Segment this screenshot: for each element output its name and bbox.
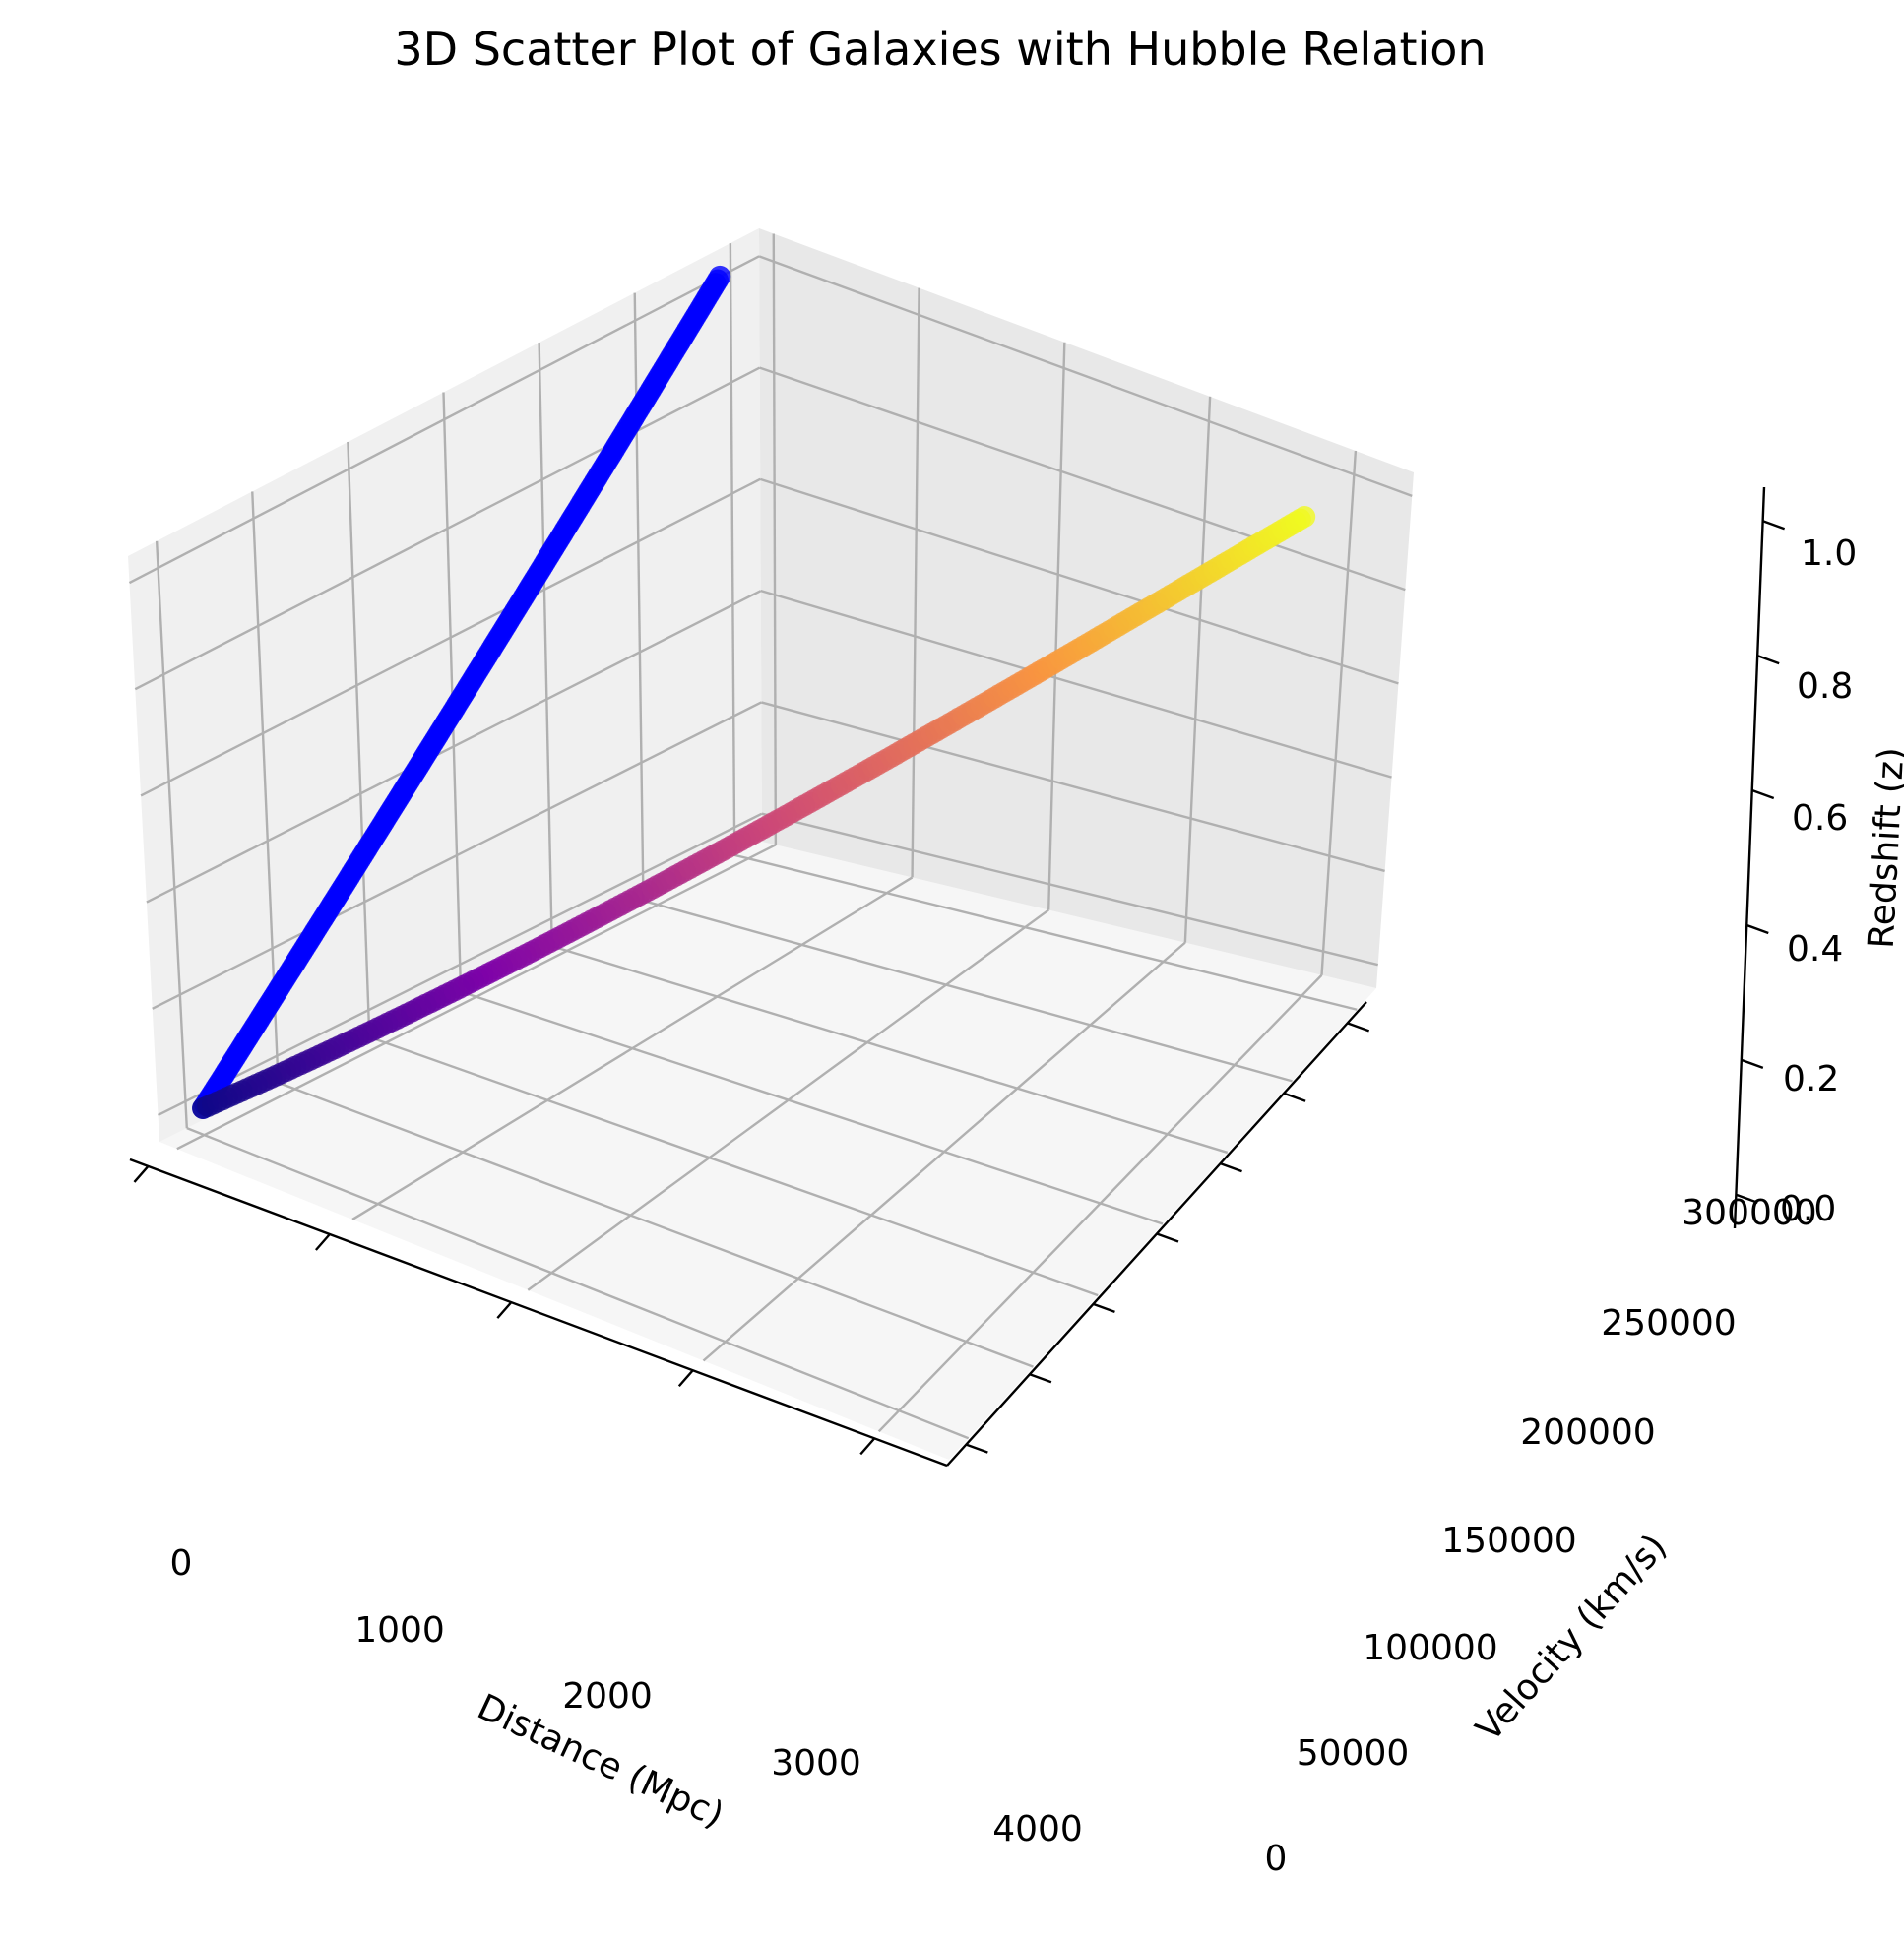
z-tick xyxy=(1735,1193,1758,1204)
z-gridline xyxy=(134,366,761,691)
x-tick xyxy=(314,1233,331,1251)
chart-title: 3D Scatter Plot of Galaxies with Hubble … xyxy=(394,23,1486,76)
y-gridline xyxy=(460,990,1164,1225)
z-tick-label: 1.0 xyxy=(1801,533,1857,574)
y-gridline xyxy=(347,441,371,1037)
y-tick xyxy=(965,1443,988,1454)
y-gridline xyxy=(538,343,553,947)
z-tick xyxy=(1751,788,1775,800)
y-tick-label: 100000 xyxy=(1363,1628,1497,1668)
x-tick xyxy=(677,1369,694,1388)
z-tick xyxy=(1741,1058,1764,1069)
y-tick xyxy=(1156,1232,1179,1243)
x-tick xyxy=(496,1301,513,1319)
y-gridline xyxy=(368,1035,1099,1297)
z-tick xyxy=(1745,923,1769,935)
y-gridline xyxy=(442,392,463,992)
z-tick xyxy=(1756,655,1780,665)
y-tick xyxy=(1029,1373,1052,1384)
x-gridline xyxy=(772,233,778,845)
x-tick-label: 4000 xyxy=(992,1809,1083,1849)
y-gridline xyxy=(733,853,1358,1011)
y-gridline xyxy=(278,1081,1034,1368)
axes xyxy=(129,486,1786,1468)
x-tick-label: 0 xyxy=(170,1543,193,1584)
z-gridline xyxy=(760,589,1392,779)
y-tick-label: 250000 xyxy=(1601,1303,1736,1344)
z-gridline xyxy=(140,477,761,797)
z-tick-label: 0.8 xyxy=(1797,666,1853,707)
z-gridline xyxy=(758,255,1413,497)
z-gridline xyxy=(146,590,762,904)
y-gridline xyxy=(643,899,1293,1083)
y-tick xyxy=(1283,1092,1306,1102)
y-gridline xyxy=(729,243,736,855)
x-gridline xyxy=(911,287,920,878)
pane-back-right xyxy=(759,228,1414,988)
y-tick-label: 0 xyxy=(1265,1839,1288,1879)
z-tick-label: 0.4 xyxy=(1787,929,1843,970)
z-tick-label: 0.6 xyxy=(1792,798,1848,839)
z-gridline xyxy=(152,701,762,1010)
y-tick xyxy=(1220,1162,1242,1173)
z-tick-label: 0.0 xyxy=(1780,1189,1836,1229)
x-gridline xyxy=(1047,342,1066,910)
y-tick-label: 150000 xyxy=(1441,1521,1576,1561)
z-gridline xyxy=(759,477,1399,685)
x-tick xyxy=(133,1165,150,1183)
scatter-points xyxy=(192,265,1316,1119)
z-tick xyxy=(1762,520,1786,531)
z-tick-label: 0.2 xyxy=(1783,1059,1839,1099)
z-gridline xyxy=(761,701,1385,873)
x-tick-label: 3000 xyxy=(771,1743,861,1784)
z-axis-label: Redshift (z) xyxy=(1862,746,1904,949)
z-gridline xyxy=(761,812,1379,967)
z-gridline xyxy=(759,366,1406,592)
scatter-point-plasma xyxy=(1294,506,1316,528)
y-gridline xyxy=(155,540,189,1129)
x-gridline xyxy=(1183,396,1212,943)
x-tick-label: 2000 xyxy=(562,1676,653,1717)
z-gridline xyxy=(158,812,763,1117)
y-tick-label: 50000 xyxy=(1297,1733,1410,1774)
x-axis-line xyxy=(129,1158,948,1468)
y-tick xyxy=(1347,1022,1370,1033)
x-tick-label: 1000 xyxy=(354,1610,445,1651)
z-gridline xyxy=(128,255,760,585)
y-gridline xyxy=(551,945,1229,1155)
y-tick-label: 200000 xyxy=(1520,1412,1655,1453)
y-gridline xyxy=(186,1127,970,1440)
y-tick-label: 300000 xyxy=(1682,1193,1816,1233)
x-tick xyxy=(859,1437,876,1456)
scatter-point-blue xyxy=(709,265,731,287)
y-tick xyxy=(1093,1302,1115,1313)
z-axis-line xyxy=(1733,486,1766,1229)
x-gridline xyxy=(1320,450,1358,975)
grid-lines xyxy=(128,233,1413,1440)
